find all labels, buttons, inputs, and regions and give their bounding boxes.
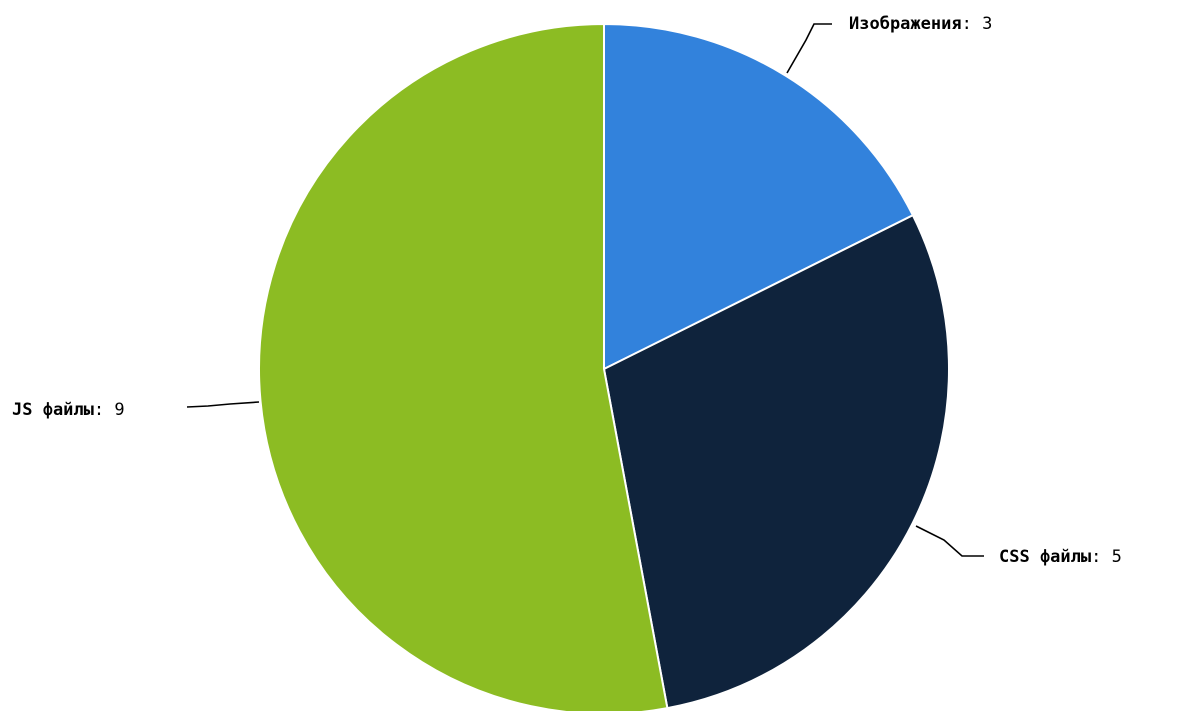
pie-slices (258, 23, 950, 711)
data-label-3: JS файлы: 9 (12, 400, 125, 420)
data-label-category: JS файлы (12, 400, 94, 420)
leader-line-2 (915, 525, 984, 557)
pie-leader-lines (186, 23, 984, 557)
pie-slice-1 (603, 23, 914, 370)
data-label-2: CSS файлы: 5 (999, 547, 1122, 567)
data-label-separator: : (1091, 547, 1111, 567)
leader-line-1 (786, 23, 832, 74)
data-label-value: 9 (114, 400, 124, 420)
data-label-value: 5 (1112, 547, 1122, 567)
leader-line-3 (186, 401, 260, 408)
data-label-category: CSS файлы (999, 547, 1091, 567)
data-label-category: Изображения (849, 14, 962, 34)
pie-data-labels: Изображения: 3 CSS файлы: 5 JS файлы: 9 (12, 14, 1122, 567)
pie-slice-3 (258, 23, 669, 711)
pie-slice-2 (603, 214, 950, 710)
data-label-1: Изображения: 3 (849, 14, 992, 34)
data-label-separator: : (94, 400, 114, 420)
data-label-value: 3 (982, 14, 992, 34)
data-label-separator: : (962, 14, 982, 34)
